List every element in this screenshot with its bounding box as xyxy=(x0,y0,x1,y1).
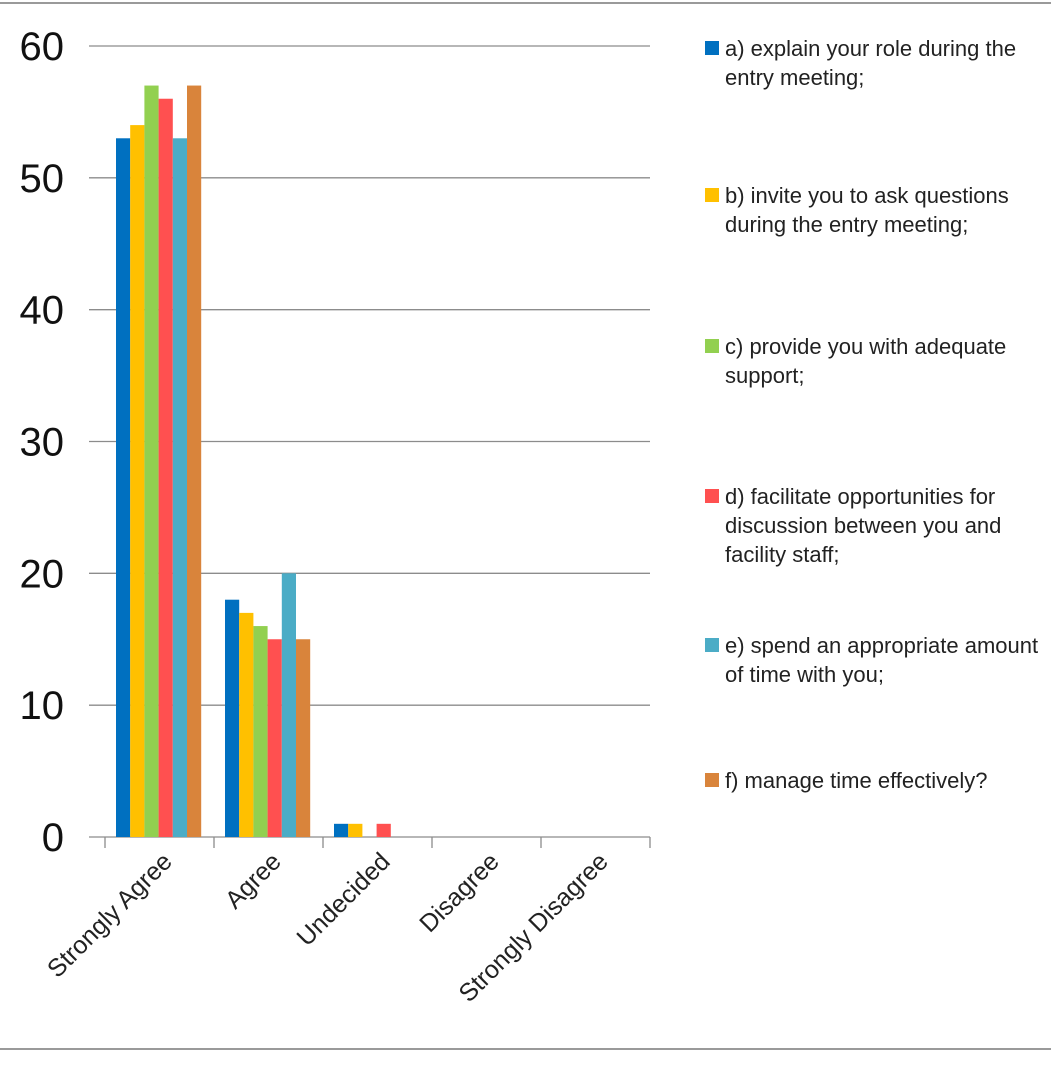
bar xyxy=(144,85,159,838)
bar xyxy=(267,639,282,837)
frame-top-border xyxy=(0,2,1051,4)
bar xyxy=(334,823,349,837)
bar xyxy=(253,626,268,837)
y-tick-label: 40 xyxy=(20,289,65,333)
legend-swatch xyxy=(705,773,719,787)
legend-item: e) spend an appropriate amount of time w… xyxy=(705,631,1050,689)
legend-label: d) facilitate opportunities for discussi… xyxy=(725,484,1002,567)
legend-swatch xyxy=(705,188,719,202)
bar xyxy=(239,612,254,837)
x-tick-label: Strongly Agree xyxy=(42,847,178,983)
bar xyxy=(376,823,391,837)
y-tick-label: 50 xyxy=(20,157,65,201)
legend-item: a) explain your role during the entry me… xyxy=(705,34,1050,92)
bar xyxy=(225,599,240,837)
x-tick-label: Disagree xyxy=(414,847,505,938)
bar xyxy=(130,125,145,838)
x-tick-label: Undecided xyxy=(291,847,395,951)
chart-legend: a) explain your role during the entry me… xyxy=(705,0,1051,1000)
legend-label: c) provide you with adequate support; xyxy=(725,334,1007,388)
x-tick-label: Agree xyxy=(220,847,287,914)
legend-swatch xyxy=(705,638,719,652)
y-tick-label: 60 xyxy=(20,25,65,69)
legend-item: f) manage time effectively? xyxy=(705,766,1050,795)
bar xyxy=(296,639,311,837)
y-tick-label: 20 xyxy=(20,552,65,596)
frame-bottom-border xyxy=(0,1048,1051,1050)
bar xyxy=(158,98,173,837)
legend-label: f) manage time effectively? xyxy=(725,768,988,793)
bar xyxy=(116,138,131,838)
bar xyxy=(172,138,187,838)
legend-item: b) invite you to ask questions during th… xyxy=(705,181,1050,239)
legend-item: d) facilitate opportunities for discussi… xyxy=(705,482,1050,569)
bar xyxy=(281,573,296,837)
bar-chart: 0 10 20 30 40 50 60 Strongly Agree Agree Undecide… xyxy=(20,25,651,1008)
legend-swatch xyxy=(705,339,719,353)
y-tick-label: 30 xyxy=(20,421,65,465)
legend-label: e) spend an appropriate amount of time w… xyxy=(725,633,1039,687)
legend-item: c) provide you with adequate support; xyxy=(705,332,1050,390)
y-tick-label: 10 xyxy=(20,684,65,728)
legend-swatch xyxy=(705,41,719,55)
bar xyxy=(348,823,363,837)
y-tick-label: 0 xyxy=(42,816,64,860)
legend-label: a) explain your role during the entry me… xyxy=(725,36,1017,90)
legend-label: b) invite you to ask questions during th… xyxy=(725,183,1009,237)
bar xyxy=(187,85,202,838)
legend-swatch xyxy=(705,489,719,503)
